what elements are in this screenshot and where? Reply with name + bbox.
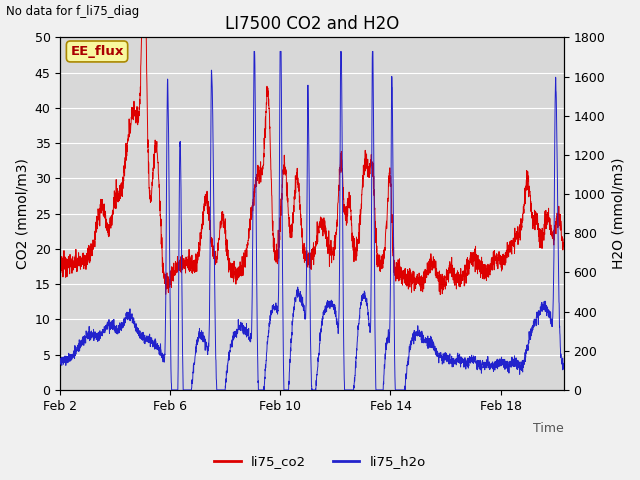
- Y-axis label: CO2 (mmol/m3): CO2 (mmol/m3): [15, 158, 29, 269]
- Text: EE_flux: EE_flux: [70, 45, 124, 58]
- Text: Time: Time: [533, 421, 564, 435]
- Title: LI7500 CO2 and H2O: LI7500 CO2 and H2O: [225, 15, 399, 33]
- Y-axis label: H2O (mmol/m3): H2O (mmol/m3): [611, 158, 625, 269]
- Legend: li75_co2, li75_h2o: li75_co2, li75_h2o: [209, 450, 431, 473]
- Text: No data for f_li75_diag: No data for f_li75_diag: [6, 5, 140, 18]
